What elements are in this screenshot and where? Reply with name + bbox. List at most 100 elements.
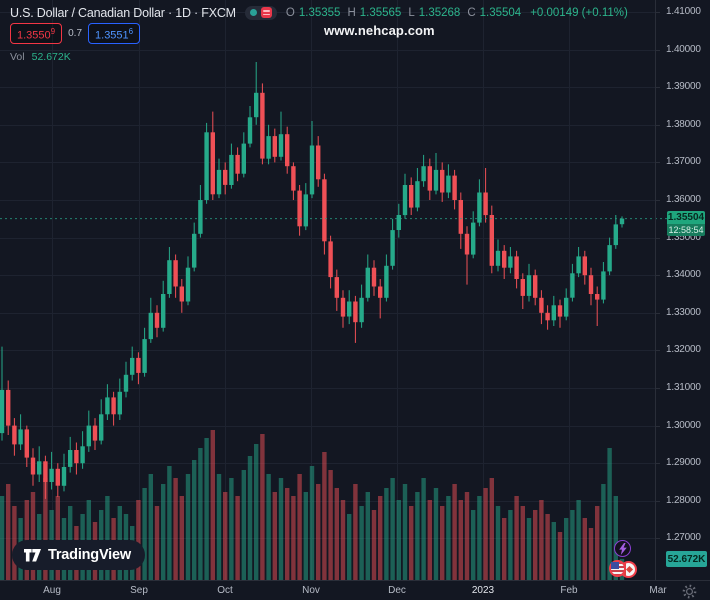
price-axis-label: 1.38000 [666,119,701,130]
gear-icon[interactable] [682,584,697,599]
last-price-value: 1.35504 [667,212,705,223]
candle [291,162,296,200]
candle [359,284,364,328]
candle [322,173,327,255]
time-axis-label: Feb [560,585,578,596]
candle [508,247,513,274]
last-price-badge: 1.35504 12:58:54 [667,211,705,236]
price-axis-label: 1.37000 [666,156,701,167]
candle [179,279,184,313]
candle [384,254,389,302]
buy-ask-button[interactable]: 1.35516 [88,22,141,45]
candle [551,295,556,326]
time-axis-label: Oct [217,585,233,596]
price-axis-label: 1.28000 [666,495,701,506]
candle [347,290,352,325]
candle [483,168,488,223]
candle [99,399,104,445]
currency-pair-flags[interactable] [609,560,640,580]
candle [409,177,414,215]
candle [198,185,203,238]
candle [130,346,135,381]
candle [464,226,470,285]
candle [80,431,85,469]
candle [260,83,265,165]
price-axis-label: 1.41000 [666,6,701,17]
price-axis-label: 1.32000 [666,344,701,355]
candle [61,453,67,492]
price-axis-label: 1.35000 [666,232,701,243]
candle [117,378,122,420]
candle [396,203,401,238]
price-axis[interactable]: 1.35504 12:58:54 52.672K 1.41000 1.40000 1… [655,0,710,580]
tradingview-logo[interactable]: TradingView [12,540,145,570]
candle [148,297,153,343]
candle [43,455,48,499]
volume-axis-badge: 52.672K [666,551,707,567]
candle [223,162,228,195]
change-value: +0.00149 (+0.11%) [530,6,628,19]
candle [247,106,253,148]
time-axis-label: Nov [302,585,320,596]
candle [0,346,5,441]
candle [328,235,333,289]
sell-bid-button[interactable]: 1.35509 [10,22,63,45]
candle [161,280,166,332]
candle [167,247,172,298]
candle [446,164,451,199]
candle [495,239,501,272]
candle [136,352,141,385]
candle [68,436,73,473]
open-value: 1.35355 [298,6,341,19]
candle [272,128,277,163]
lightning-button[interactable] [614,540,631,557]
candle [297,185,302,236]
candle [564,288,569,321]
time-axis-label: Mar [649,585,667,596]
candle [619,216,625,228]
high-label: H [347,6,356,19]
candle [235,147,240,182]
candle [49,451,54,490]
candle [477,179,482,227]
close-value: 1.35504 [479,6,522,19]
candle [210,111,215,200]
low-label: L [408,6,415,19]
legend-main-row: U.S. Dollar / Canadian Dollar · 1D · FXC… [10,4,628,21]
candle [402,173,408,219]
candle [309,121,315,199]
time-axis-label: 2023 [471,585,495,596]
price-axis-label: 1.30000 [666,420,701,431]
candle [378,279,383,319]
candle [173,254,178,298]
candle [520,273,525,309]
us-flag-icon [609,560,626,577]
candle [285,126,290,174]
candle [111,391,116,426]
time-axis[interactable]: Aug Sep Oct Nov Dec 2023 Feb Mar [0,580,710,600]
candle [353,295,358,343]
time-axis-label: Dec [388,585,406,596]
candle [229,143,234,189]
candle [278,111,284,161]
symbol-title[interactable]: U.S. Dollar / Canadian Dollar · 1D · FXC… [10,5,236,20]
candle [254,62,259,125]
candle [266,124,271,165]
candle [452,169,457,210]
market-status-toggle[interactable] [244,5,277,20]
price-axis-label: 1.39000 [666,81,701,92]
time-axis-label: Sep [130,585,148,596]
watermark-text: www.nehcap.com [324,23,435,38]
candle [458,192,463,249]
candle [192,222,197,272]
spread-value: 0.7 [68,28,83,39]
candle [340,290,346,328]
market-open-dot-icon [249,9,257,16]
volume-legend: Vol 52.672K [10,51,628,63]
candle [18,414,23,450]
candle [55,463,60,497]
candle [502,245,507,279]
candle [440,162,445,202]
